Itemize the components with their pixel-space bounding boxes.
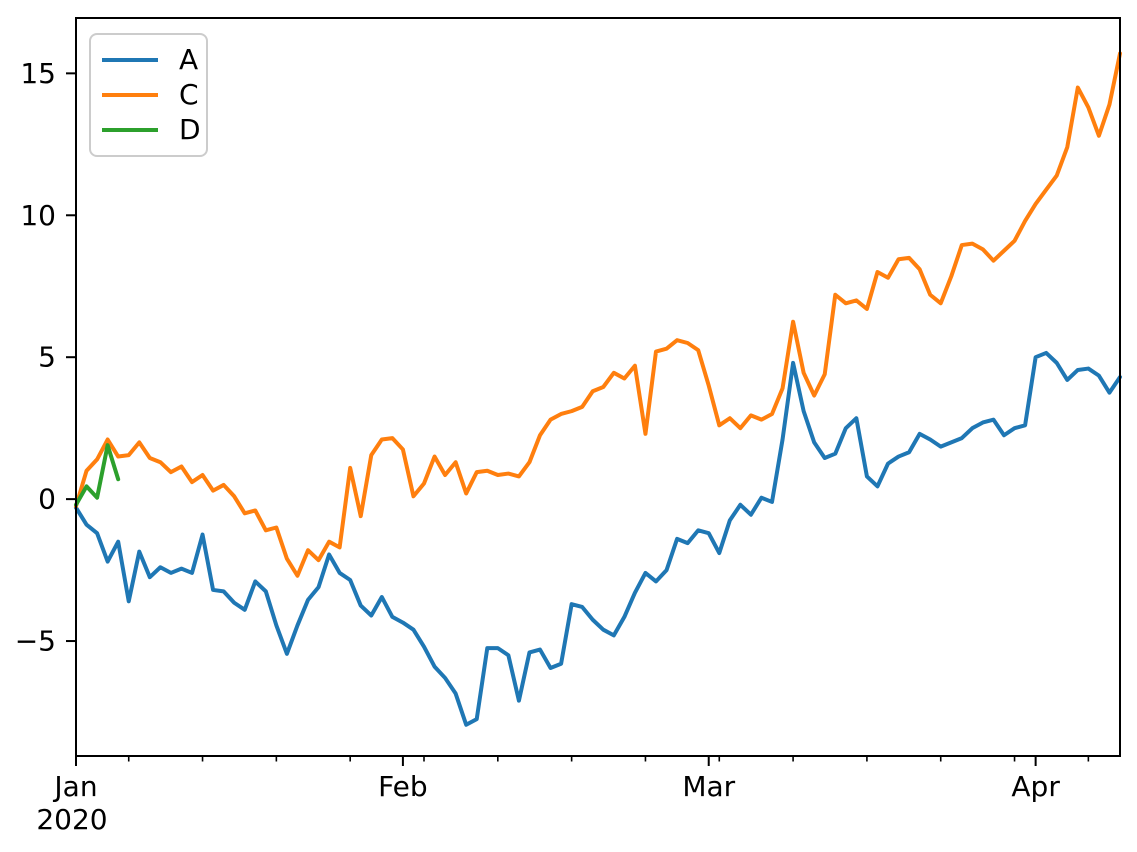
- y-tick-label: 15: [20, 57, 56, 90]
- legend-label-c: C: [179, 77, 199, 111]
- x-tick-label: Mar: [682, 770, 735, 803]
- x-tick-label: Apr: [1011, 770, 1060, 803]
- legend-label-d: D: [179, 113, 201, 147]
- y-tick-label: −5: [15, 625, 56, 658]
- legend-item-c: C: [102, 77, 202, 111]
- legend-item-a: A: [102, 42, 202, 76]
- legend-label-a: A: [179, 42, 199, 76]
- y-tick-label: 5: [38, 341, 56, 374]
- y-tick-label: 10: [20, 199, 56, 232]
- legend-item-d: D: [102, 116, 202, 144]
- x-tick-year-label: 2020: [36, 803, 107, 836]
- legend: A C D: [89, 33, 208, 157]
- y-tick-label: 0: [38, 483, 56, 516]
- x-tick-label: Jan: [52, 770, 97, 803]
- legend-line-sample-a: [102, 57, 158, 62]
- legend-line-sample-d: [102, 128, 158, 133]
- series-d-line: [74, 443, 121, 507]
- legend-line-sample-c: [102, 92, 158, 97]
- series-a-line: [74, 350, 1122, 727]
- x-tick-label: Feb: [378, 770, 428, 803]
- axes-frame: [75, 17, 1121, 757]
- series-c-line: [74, 51, 1122, 578]
